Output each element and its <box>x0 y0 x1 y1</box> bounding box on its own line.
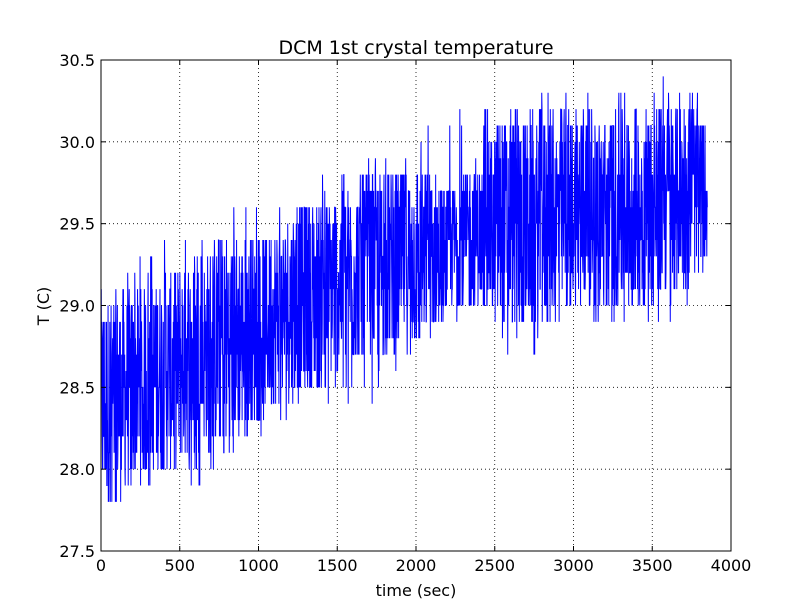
x-tick-label: 500 <box>164 556 195 575</box>
x-axis-label: time (sec) <box>376 581 457 600</box>
x-tick-label: 2500 <box>474 556 515 575</box>
x-tick-label: 1500 <box>317 556 358 575</box>
y-tick-label: 29.5 <box>59 215 95 234</box>
y-tick-label: 30.5 <box>59 51 95 70</box>
x-tick-label: 1000 <box>238 556 279 575</box>
y-tick-label: 27.5 <box>59 542 95 561</box>
y-axis-ticks: 27.5 28.0 28.5 29.0 29.5 30.0 30.5 <box>59 51 731 561</box>
y-tick-label: 30.0 <box>59 133 95 152</box>
x-tick-label: 3000 <box>553 556 594 575</box>
x-tick-label: 2000 <box>396 556 437 575</box>
x-tick-label: 0 <box>96 556 106 575</box>
series-group <box>101 76 708 502</box>
y-axis-label: T (C) <box>34 287 53 327</box>
y-tick-label: 29.0 <box>59 297 95 316</box>
y-tick-label: 28.5 <box>59 378 95 397</box>
temperature-series-line <box>101 76 708 502</box>
x-axis-ticks: 0 500 1000 1500 2000 2500 3000 3500 4000 <box>96 60 751 575</box>
x-tick-label: 4000 <box>711 556 752 575</box>
x-tick-label: 3500 <box>632 556 673 575</box>
chart-title: DCM 1st crystal temperature <box>278 37 553 59</box>
y-tick-label: 28.0 <box>59 460 95 479</box>
